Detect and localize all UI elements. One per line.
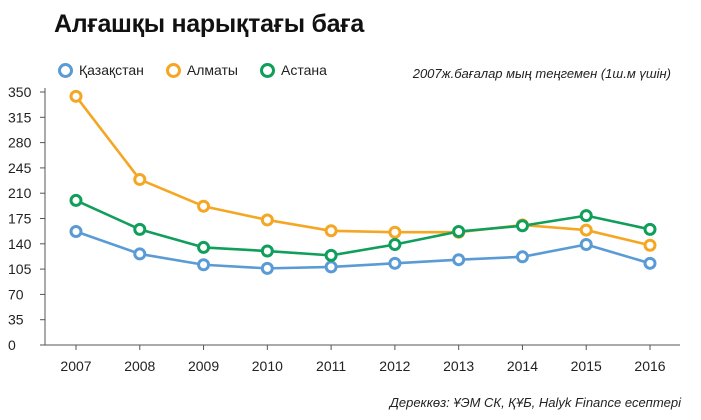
- series-0-point: [133, 247, 147, 261]
- x-tick-label: 2014: [507, 358, 538, 374]
- x-tick-label: 2015: [571, 358, 602, 374]
- y-tick-label: 35: [8, 312, 24, 328]
- units-note: 2007ж.бағалар мың теңгемен (1ш.м үшін): [412, 66, 671, 81]
- series-2-point: [643, 222, 657, 236]
- y-tick-label: 280: [8, 135, 32, 151]
- series-1-point: [388, 225, 402, 239]
- series-0-point: [260, 261, 274, 275]
- y-tick-label: 210: [8, 185, 32, 201]
- x-tick-label: 2016: [634, 358, 665, 374]
- y-tick-label: 315: [8, 109, 32, 125]
- series-0-point: [452, 253, 466, 267]
- legend-label-kazakhstan: Қазақстан: [79, 62, 144, 78]
- legend-item-astana: Астана: [259, 62, 327, 78]
- legend-label-almaty: Алматы: [186, 62, 238, 78]
- legend-marker-almaty: [165, 62, 181, 78]
- series-2-point: [452, 225, 466, 239]
- x-tick-label: 2012: [379, 358, 410, 374]
- legend: Қазақстан Алматы Астана: [58, 62, 349, 78]
- legend-label-astana: Астана: [280, 62, 327, 78]
- x-tick-label: 2011: [316, 358, 346, 374]
- x-tick-label: 2008: [124, 358, 155, 374]
- series-2-point: [69, 193, 83, 207]
- series-0-point: [515, 250, 529, 264]
- series-0-point: [643, 256, 657, 270]
- series-1-point: [579, 223, 593, 237]
- y-tick-label: 245: [8, 160, 32, 176]
- series-line-0: [75, 230, 651, 270]
- chart-title: Алғашқы нарықтағы баға: [54, 10, 364, 38]
- y-tick-label: 175: [8, 211, 32, 227]
- y-tick-label: 70: [8, 286, 24, 302]
- series-1-point: [643, 238, 657, 252]
- series-2-point: [579, 209, 593, 223]
- series-0-point: [388, 256, 402, 270]
- series-line-2: [75, 199, 651, 257]
- series-1-point: [69, 89, 83, 103]
- series-1-point: [324, 224, 338, 238]
- y-tick-label: 140: [8, 236, 32, 252]
- series-0-point: [579, 238, 593, 252]
- x-tick-label: 2009: [188, 358, 219, 374]
- series-1-point: [197, 199, 211, 213]
- series-0-point: [69, 225, 83, 239]
- series-2-point: [197, 240, 211, 254]
- series-1-point: [133, 172, 147, 186]
- series-2-point: [324, 248, 338, 262]
- series-2-point: [133, 222, 147, 236]
- legend-marker-astana: [259, 62, 275, 78]
- series-1-point: [260, 213, 274, 227]
- legend-item-kazakhstan: Қазақстан: [58, 62, 144, 78]
- x-tick-label: 2007: [60, 358, 91, 374]
- y-tick-label: 350: [8, 84, 32, 100]
- legend-marker-kazakhstan: [58, 62, 73, 78]
- y-tick-label: 0: [8, 337, 16, 353]
- series-2-point: [515, 219, 529, 233]
- x-tick-label: 2010: [252, 358, 283, 374]
- y-tick-label: 105: [8, 261, 32, 277]
- series-line-1: [74, 95, 651, 247]
- series-2-point: [388, 238, 402, 252]
- legend-item-almaty: Алматы: [165, 62, 238, 78]
- series-0-point: [197, 258, 211, 272]
- x-tick-label: 2013: [443, 358, 474, 374]
- series-2-point: [260, 244, 274, 258]
- source-note: Дереккөз: ҰЭМ СК, ҚҰБ, Halyk Finance есе…: [389, 395, 681, 410]
- series-0-point: [324, 260, 338, 274]
